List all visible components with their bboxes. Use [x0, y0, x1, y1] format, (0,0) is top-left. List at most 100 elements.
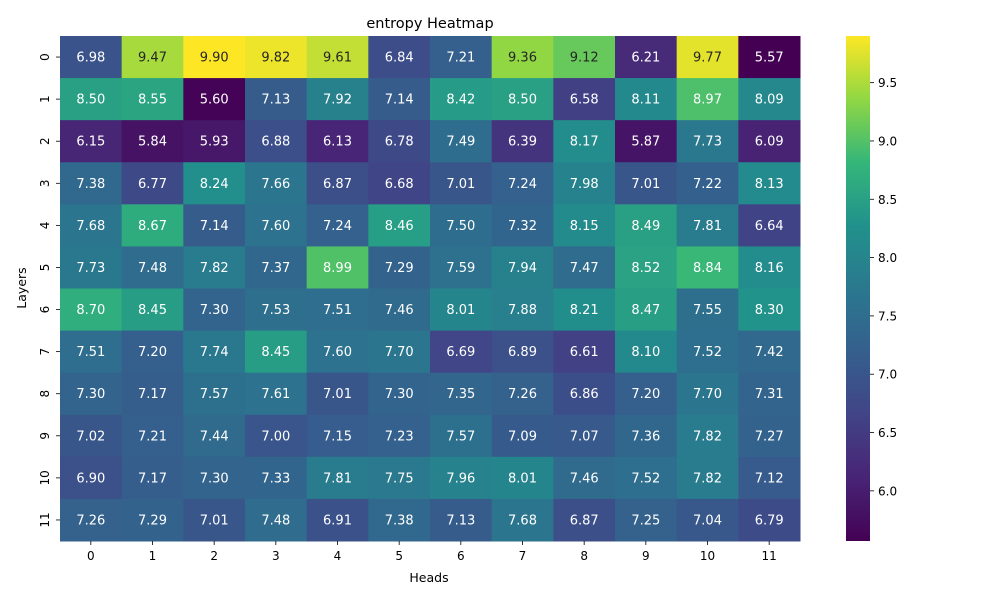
- heatmap-cell: [245, 246, 308, 289]
- cell-value-label: 7.74: [200, 345, 229, 360]
- heatmap-cell: [676, 204, 739, 247]
- x-tick-label: 5: [395, 549, 403, 563]
- cell-value-label: 7.20: [138, 345, 167, 360]
- heatmap-cell: [245, 456, 308, 500]
- heatmap-cell: [245, 78, 308, 121]
- cell-value-label: 6.13: [323, 135, 352, 150]
- heatmap-cell: [368, 204, 431, 247]
- cell-value-label: 5.93: [200, 135, 229, 150]
- heatmap-cell: [245, 330, 308, 374]
- heatmap-cell: [491, 246, 554, 289]
- cell-value-label: 6.68: [385, 177, 414, 192]
- heatmap-cell: [676, 456, 739, 500]
- x-tick-label: 9: [642, 549, 650, 563]
- cell-value-label: 6.88: [261, 135, 290, 150]
- heatmap-cell: [430, 78, 493, 121]
- cell-value-label: 6.78: [385, 135, 414, 150]
- heatmap-cell: [553, 456, 616, 500]
- heatmap-cell: [615, 372, 678, 416]
- cell-value-label: 7.88: [508, 303, 537, 318]
- heatmap-cell: [121, 78, 184, 121]
- heatmap-cell: [121, 330, 184, 374]
- cell-value-label: 7.61: [261, 387, 290, 402]
- heatmap-cell: [60, 372, 123, 416]
- heatmap-cell: [553, 36, 616, 79]
- cell-value-label: 7.15: [323, 429, 352, 444]
- cell-value-label: 7.92: [323, 93, 352, 108]
- heatmap-cell: [615, 498, 678, 542]
- y-axis-ticks: 0 1 2 3 4 5 6 7 8 9 10 11: [38, 53, 60, 528]
- cell-value-label: 7.01: [200, 513, 229, 528]
- cell-value-label: 7.31: [755, 387, 784, 402]
- heatmap-cell: [738, 372, 801, 416]
- heatmap-cell: [615, 120, 678, 163]
- cell-value-label: 8.13: [755, 177, 784, 192]
- heatmap-cell: [183, 288, 246, 332]
- cell-value-label: 7.17: [138, 471, 167, 486]
- heatmap-cell: [121, 372, 184, 416]
- heatmap-cell: [491, 36, 554, 79]
- cell-value-label: 7.48: [261, 513, 290, 528]
- cell-value-label: 6.86: [570, 387, 599, 402]
- heatmap-cell: [245, 498, 308, 542]
- y-tick-label: 5: [38, 264, 52, 272]
- cell-value-label: 7.81: [323, 471, 352, 486]
- cell-value-label: 7.68: [76, 219, 105, 234]
- heatmap-cell: [60, 162, 123, 205]
- cell-value-label: 9.12: [570, 51, 599, 66]
- colorbar-tick-label: 6.5: [878, 426, 897, 440]
- cell-value-label: 6.15: [76, 135, 105, 150]
- cell-value-label: 8.97: [693, 93, 722, 108]
- cell-value-label: 6.87: [323, 177, 352, 192]
- heatmap-cell: [738, 456, 801, 500]
- heatmap-cell: [183, 120, 246, 163]
- cell-value-label: 7.24: [508, 177, 537, 192]
- cell-value-label: 7.96: [446, 471, 475, 486]
- cell-value-label: 6.61: [570, 345, 599, 360]
- heatmap-cell: [245, 372, 308, 416]
- heatmap-cell: [615, 246, 678, 289]
- cell-value-label: 7.13: [446, 513, 475, 528]
- cell-value-label: 7.46: [385, 303, 414, 318]
- heatmap-cell: [368, 288, 431, 332]
- heatmap-cell: [368, 78, 431, 121]
- cell-value-label: 9.61: [323, 51, 352, 66]
- cell-value-label: 7.60: [323, 345, 352, 360]
- cell-value-label: 7.17: [138, 387, 167, 402]
- y-tick-label: 8: [38, 390, 52, 398]
- heatmap-cell: [368, 162, 431, 205]
- heatmap-cell: [738, 246, 801, 289]
- heatmap-cell: [676, 288, 739, 332]
- heatmap-cell: [183, 36, 246, 79]
- cell-value-label: 7.30: [200, 303, 229, 318]
- cell-value-label: 8.11: [631, 93, 660, 108]
- heatmap-cell: [615, 162, 678, 205]
- heatmap-cell: [553, 372, 616, 416]
- cell-value-label: 7.04: [693, 513, 722, 528]
- x-tick-label: 10: [700, 549, 715, 563]
- x-axis-ticks: 0 1 2 3 4 5 6 7 8 9 10 11: [87, 541, 777, 563]
- heatmap-cell: [615, 288, 678, 332]
- cell-value-label: 7.30: [200, 471, 229, 486]
- cell-value-label: 7.33: [261, 471, 290, 486]
- y-tick-label: 2: [38, 137, 52, 145]
- heatmap-cell: [491, 204, 554, 247]
- cell-value-label: 5.60: [200, 93, 229, 108]
- cell-value-label: 8.16: [755, 261, 784, 276]
- cell-value-label: 7.36: [631, 429, 660, 444]
- cell-value-label: 7.57: [446, 429, 475, 444]
- cell-value-label: 8.99: [323, 261, 352, 276]
- heatmap-cell: [430, 288, 493, 332]
- heatmap-cell: [306, 120, 369, 163]
- heatmap-cell: [368, 498, 431, 542]
- heatmap-cell: [121, 456, 184, 500]
- x-tick-label: 6: [457, 549, 465, 563]
- cell-value-label: 7.25: [631, 513, 660, 528]
- heatmap-cell: [430, 456, 493, 500]
- cell-value-label: 7.07: [570, 429, 599, 444]
- cell-value-label: 7.48: [138, 261, 167, 276]
- heatmap-cell: [553, 330, 616, 374]
- heatmap-cell: [121, 246, 184, 289]
- cell-value-label: 8.01: [446, 303, 475, 318]
- cell-value-label: 7.01: [631, 177, 660, 192]
